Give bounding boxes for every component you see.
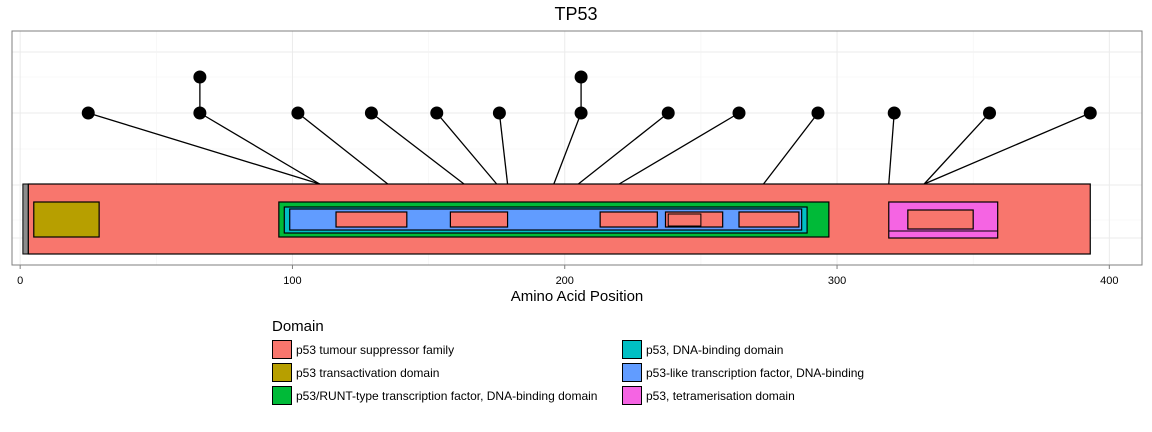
legend-label: p53/RUNT-type transcription factor, DNA-…	[296, 388, 598, 403]
x-tick-label: 400	[1100, 275, 1118, 287]
mutation-point	[574, 106, 588, 120]
mutation-point	[887, 106, 901, 120]
domain-rect	[449, 211, 509, 228]
x-tick-label: 200	[556, 275, 574, 287]
legend-item: p53 transactivation domain	[272, 362, 622, 383]
legend-item: p53 tumour suppressor family	[272, 339, 622, 360]
mutation-point	[983, 106, 997, 120]
legend-item: p53, tetramerisation domain	[622, 385, 892, 406]
chart-title: TP53	[554, 4, 598, 24]
mutation-point	[732, 106, 746, 120]
mutation-stem	[88, 112, 320, 185]
legend-swatch	[622, 363, 642, 382]
mutation-point	[492, 106, 506, 120]
legend-label: p53, tetramerisation domain	[646, 388, 795, 403]
legend-label: p53 tumour suppressor family	[296, 342, 455, 357]
mutation-point	[661, 106, 675, 120]
mutation-point	[81, 106, 95, 120]
mutation-stem	[371, 112, 465, 185]
domain-rect-inner	[667, 213, 702, 227]
mutation-point	[574, 70, 588, 84]
x-tick-label: 300	[828, 275, 846, 287]
x-axis: 0 100 200 300 400	[17, 265, 1119, 287]
legend-swatch	[272, 363, 292, 382]
domain-layer	[22, 183, 1091, 255]
domain-rect	[907, 209, 974, 230]
x-tick-label: 100	[283, 275, 301, 287]
x-axis-label: Amino Acid Position	[511, 288, 644, 305]
legend-item: p53/RUNT-type transcription factor, DNA-…	[272, 385, 622, 406]
x-tick-label: 0	[17, 275, 23, 287]
legend-label: p53 transactivation domain	[296, 365, 440, 380]
legend-swatch	[622, 386, 642, 405]
point-layer	[81, 70, 1097, 120]
mutation-stem	[923, 112, 990, 185]
mutation-stem	[923, 112, 1091, 185]
mutation-point	[193, 70, 207, 84]
mutation-stem	[199, 112, 321, 185]
mutation-point	[364, 106, 378, 120]
mutation-point	[811, 106, 825, 120]
domain-rect	[335, 211, 408, 228]
mutation-point	[291, 106, 305, 120]
mutation-point	[1083, 106, 1097, 120]
legend-item: p53-like transcription factor, DNA-bindi…	[622, 362, 892, 383]
stem-layer	[88, 77, 1091, 185]
legend-swatch	[622, 340, 642, 359]
mutation-stem	[763, 112, 819, 185]
lollipop-plot: 0 100 200 300 400 Amino Acid Position	[11, 30, 1143, 305]
domain-rect	[599, 211, 658, 228]
plot-panel-border	[11, 30, 1143, 266]
mutation-stem	[498, 112, 509, 185]
mutation-stem	[553, 112, 582, 185]
legend-swatch	[272, 340, 292, 359]
mutation-stem	[297, 112, 389, 185]
mutation-point	[193, 106, 207, 120]
domain-rect	[33, 201, 100, 238]
legend-title: Domain	[272, 318, 324, 335]
protein-backbone	[22, 183, 29, 255]
legend-items: p53 tumour suppressor family p53, DNA-bin…	[272, 339, 892, 406]
mutation-stem	[577, 112, 669, 185]
mutation-stem	[436, 112, 498, 185]
legend-item: p53, DNA-binding domain	[622, 339, 892, 360]
mutation-stem	[618, 112, 740, 185]
mutation-point	[430, 106, 444, 120]
legend-swatch	[272, 386, 292, 405]
legend-label: p53, DNA-binding domain	[646, 342, 784, 357]
mutation-stem	[888, 112, 895, 185]
legend: Domain p53 tumour suppressor family p53, …	[272, 318, 892, 406]
domain-rect	[738, 211, 800, 228]
legend-label: p53-like transcription factor, DNA-bindi…	[646, 365, 865, 380]
